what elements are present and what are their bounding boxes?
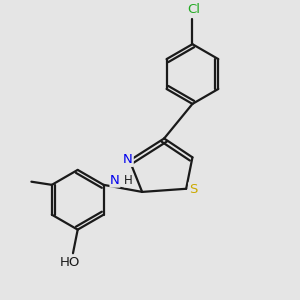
Text: N: N: [123, 153, 133, 166]
Text: S: S: [189, 183, 197, 196]
Text: Cl: Cl: [188, 3, 200, 16]
Text: N: N: [110, 174, 120, 187]
Text: HO: HO: [60, 256, 80, 269]
Text: H: H: [124, 174, 133, 187]
